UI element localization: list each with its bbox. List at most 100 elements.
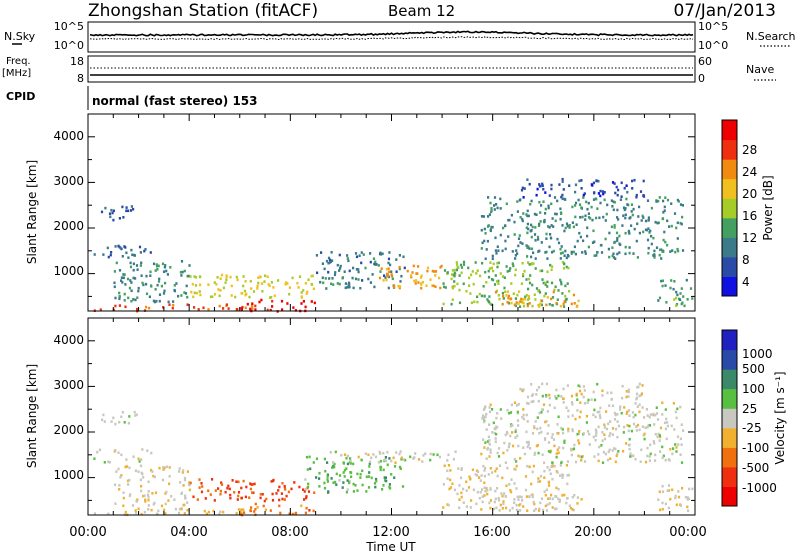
echo-cell — [551, 265, 554, 268]
echo-cell — [402, 458, 405, 461]
echo-cell — [585, 421, 588, 424]
echo-cell — [642, 194, 645, 197]
echo-cell — [242, 508, 245, 512]
echo-cell — [130, 248, 133, 252]
echo-cell — [515, 464, 518, 468]
echo-cell — [501, 275, 504, 278]
echo-cell — [577, 198, 580, 202]
echo-cell — [631, 411, 634, 414]
echo-cell — [501, 302, 504, 306]
echo-cell — [134, 511, 138, 515]
echo-cell — [618, 251, 621, 254]
echo-cell — [285, 494, 288, 498]
echo-cell — [480, 508, 483, 511]
echo-cell — [526, 209, 529, 213]
echo-cell — [539, 211, 542, 214]
echo-cell — [471, 468, 474, 472]
echo-cell — [124, 283, 127, 286]
echo-cell — [403, 266, 406, 270]
echo-cell — [136, 268, 139, 271]
echo-cell — [495, 416, 498, 420]
echo-cell — [453, 284, 456, 288]
echo-cell — [195, 291, 199, 295]
echo-cell — [349, 462, 352, 465]
echo-cell — [670, 224, 673, 228]
echo-cell — [201, 485, 204, 488]
echo-cell — [684, 495, 687, 499]
echo-cell — [307, 482, 310, 486]
echo-cell — [251, 304, 254, 308]
echo-cell — [523, 269, 526, 273]
echo-cell — [179, 481, 182, 484]
echo-cell — [410, 275, 413, 279]
echo-cell — [153, 475, 156, 479]
echo-cell — [120, 415, 123, 419]
echo-cell — [370, 476, 373, 480]
echo-cell — [528, 182, 531, 186]
echo-cell — [529, 202, 532, 206]
echo-cell — [544, 504, 547, 508]
echo-cell — [515, 508, 518, 512]
echo-cell — [509, 411, 513, 414]
echo-cell — [197, 308, 200, 311]
echo-cell — [650, 242, 653, 246]
echo-cell — [270, 480, 273, 483]
echo-cell — [432, 453, 435, 456]
echo-cell — [628, 414, 631, 417]
echo-cell — [476, 474, 479, 477]
echo-cell — [352, 266, 355, 270]
echo-cell — [574, 204, 577, 207]
echo-cell — [577, 454, 580, 458]
echo-cell — [642, 216, 645, 219]
echo-cell — [563, 493, 566, 497]
echo-cell — [550, 224, 553, 227]
echo-cell — [131, 253, 134, 257]
velocity-cbar-tick-1000: 1000 — [742, 347, 773, 361]
echo-cell — [538, 183, 541, 186]
echo-cell — [96, 450, 99, 454]
echo-cell — [594, 428, 597, 432]
echo-cell — [284, 488, 287, 491]
echo-cell — [173, 284, 176, 287]
echo-cell — [346, 462, 349, 466]
echo-cell — [562, 446, 565, 450]
echo-cell — [548, 245, 551, 249]
echo-cell — [681, 249, 685, 252]
echo-cell — [676, 435, 680, 439]
echo-cell — [323, 481, 326, 485]
echo-cell — [186, 508, 189, 512]
echo-cell — [538, 431, 541, 435]
echo-cell — [122, 504, 125, 508]
echo-cell — [139, 478, 142, 482]
echo-cell — [334, 450, 337, 454]
echo-cell — [271, 299, 274, 303]
echo-cell — [524, 295, 527, 299]
echo-cell — [161, 478, 164, 482]
echo-cell — [566, 482, 569, 486]
echo-cell — [655, 246, 659, 249]
echo-cell — [580, 179, 583, 182]
echo-cell — [147, 498, 150, 502]
echo-cell — [539, 220, 542, 223]
echo-cell — [659, 450, 662, 453]
echo-cell — [249, 307, 252, 311]
echo-cell — [250, 483, 253, 486]
echo-cell — [570, 394, 574, 398]
echo-cell — [504, 433, 507, 437]
power-cbar-tick-16: 16 — [742, 209, 757, 223]
echo-cell — [585, 200, 588, 204]
echo-cell — [127, 296, 130, 300]
time-tick-2000: 20:00 — [574, 525, 611, 540]
echo-cell — [142, 494, 145, 498]
echo-cell — [627, 395, 630, 398]
echo-cell — [680, 287, 683, 290]
echo-cell — [538, 291, 542, 294]
echo-cell — [523, 297, 527, 301]
echo-cell — [625, 395, 628, 399]
echo-cell — [419, 276, 423, 279]
echo-cell — [220, 483, 224, 486]
echo-cell — [504, 461, 507, 464]
echo-cell — [663, 205, 666, 209]
echo-cell — [460, 491, 463, 495]
echo-cell — [350, 475, 353, 479]
